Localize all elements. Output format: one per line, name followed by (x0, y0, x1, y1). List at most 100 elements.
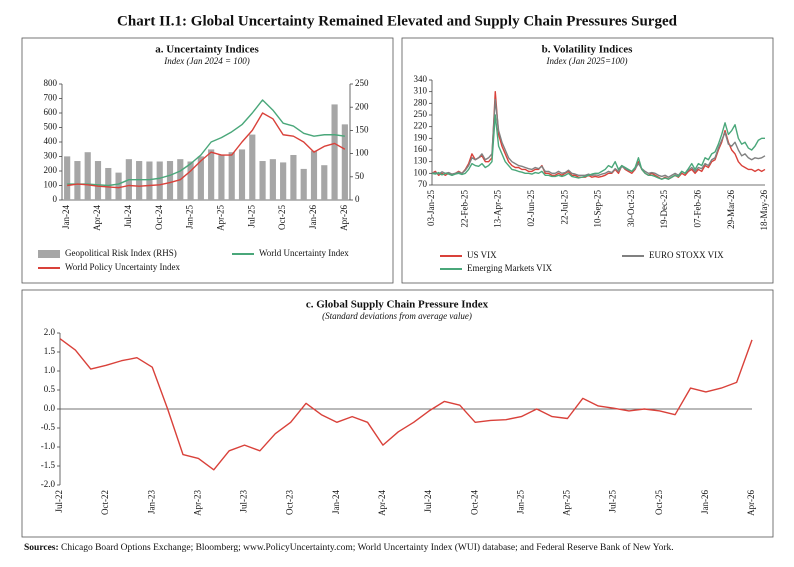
panel-title: b. Volatility Indices (542, 44, 633, 56)
bar (146, 161, 153, 200)
x-tick-label: Oct-25 (277, 205, 287, 230)
x-tick-label: Oct-25 (654, 490, 664, 515)
bar (280, 162, 287, 200)
tick-label: 200 (355, 101, 369, 111)
source-note: Sources: Chicago Board Options Exchange;… (24, 542, 674, 553)
x-tick-label: Jan-23 (146, 490, 156, 514)
x-tick-label: Jul-25 (608, 490, 618, 513)
panel-subtitle: Index (Jan 2024 = 100) (163, 56, 250, 66)
x-tick-label: Apr-25 (215, 205, 225, 231)
x-tick-label: Apr-26 (339, 205, 349, 231)
tick-label: 50 (355, 171, 365, 181)
bar (197, 156, 204, 200)
tick-label: 500 (44, 122, 58, 132)
tick-label: 340 (414, 74, 428, 84)
tick-label: 190 (414, 132, 428, 142)
legend-label: Geopolitical Risk Index (RHS) (65, 248, 177, 258)
tick-label: 160 (414, 144, 428, 154)
tick-label: 150 (355, 124, 369, 134)
panel-title: a. Uncertainty Indices (155, 44, 259, 56)
x-tick-label: 07-Feb-26 (692, 190, 702, 228)
x-tick-label: Oct-22 (100, 490, 110, 515)
tick-label: 250 (414, 109, 428, 119)
x-tick-label: Jul-24 (123, 205, 133, 228)
x-tick-label: 22-Jul-25 (559, 190, 569, 225)
line (59, 338, 753, 471)
x-tick-label: Oct-24 (469, 490, 479, 515)
x-tick-label: 03-Jan-25 (426, 190, 436, 226)
tick-label: 100 (44, 180, 58, 190)
x-tick-label: 29-Mar-26 (726, 190, 736, 229)
tick-label: 0.5 (44, 384, 56, 394)
panel-subtitle: (Standard deviations from average value) (322, 311, 472, 321)
tick-label: 250 (355, 78, 369, 88)
x-tick-label: Jan-25 (515, 490, 525, 514)
bar (300, 168, 307, 200)
x-tick-label: 10-Sep-25 (593, 190, 603, 228)
x-tick-label: 22-Feb-25 (459, 190, 469, 228)
tick-label: -0.5 (41, 422, 56, 432)
bar (208, 149, 215, 200)
legend-swatch (38, 250, 60, 258)
x-tick-label: Jan-25 (185, 205, 195, 229)
panel-title: c. Global Supply Chain Pressure Index (306, 299, 489, 311)
tick-label: 300 (44, 151, 58, 161)
x-tick-label: Oct-24 (154, 205, 164, 230)
x-tick-label: Apr-24 (377, 490, 387, 516)
x-tick-label: 13-Apr-25 (493, 190, 503, 228)
tick-label: 100 (355, 148, 369, 158)
bar (269, 159, 276, 200)
x-tick-label: Oct-23 (285, 490, 295, 515)
bar (105, 167, 112, 200)
tick-label: 280 (414, 97, 428, 107)
x-tick-label: Apr-26 (746, 490, 756, 516)
x-tick-label: 19-Dec-25 (659, 190, 669, 229)
bar (321, 165, 328, 200)
bar (331, 104, 338, 200)
tick-label: 220 (414, 121, 428, 131)
tick-label: 600 (44, 107, 58, 117)
line (431, 114, 765, 180)
x-tick-label: 02-Jun-25 (526, 190, 536, 227)
x-tick-label: Jul-24 (423, 490, 433, 513)
bar (156, 161, 163, 200)
bar (94, 161, 102, 200)
x-tick-label: 30-Oct-25 (626, 190, 636, 227)
x-tick-label: Jan-26 (308, 205, 318, 229)
bar (238, 149, 246, 200)
legend-label: World Uncertainty Index (259, 248, 349, 258)
x-tick-label: 18-May-26 (759, 190, 769, 231)
tick-label: 310 (414, 86, 428, 96)
tick-label: 0 (355, 194, 360, 204)
tick-label: 100 (414, 167, 428, 177)
bar (84, 152, 91, 200)
tick-label: -1.5 (41, 460, 56, 470)
legend-label: Emerging Markets VIX (467, 263, 553, 273)
tick-label: 1.5 (44, 346, 56, 356)
bar (136, 161, 143, 200)
bar (228, 152, 235, 200)
bar (259, 161, 266, 200)
x-tick-label: Jan-24 (61, 205, 71, 229)
tick-label: 400 (44, 136, 58, 146)
tick-label: 700 (44, 93, 58, 103)
x-tick-label: Apr-25 (562, 490, 572, 516)
figure-title: Chart II.1: Global Uncertainty Remained … (117, 13, 678, 29)
x-tick-label: Jul-22 (54, 490, 64, 513)
bar (74, 161, 81, 200)
x-tick-label: Apr-24 (92, 205, 102, 231)
legend-label: World Policy Uncertainty Index (65, 262, 180, 272)
bar (290, 154, 297, 200)
source-label: Sources: (24, 543, 59, 553)
x-tick-label: Apr-23 (192, 490, 202, 516)
bar (310, 150, 318, 200)
legend-label: US VIX (467, 250, 497, 260)
tick-label: 0 (53, 194, 58, 204)
panel-frame (21, 289, 774, 538)
x-tick-label: Jul-25 (246, 204, 256, 227)
panel-frame (401, 37, 774, 284)
line (67, 112, 346, 189)
line (67, 99, 345, 187)
tick-label: 800 (44, 78, 58, 88)
